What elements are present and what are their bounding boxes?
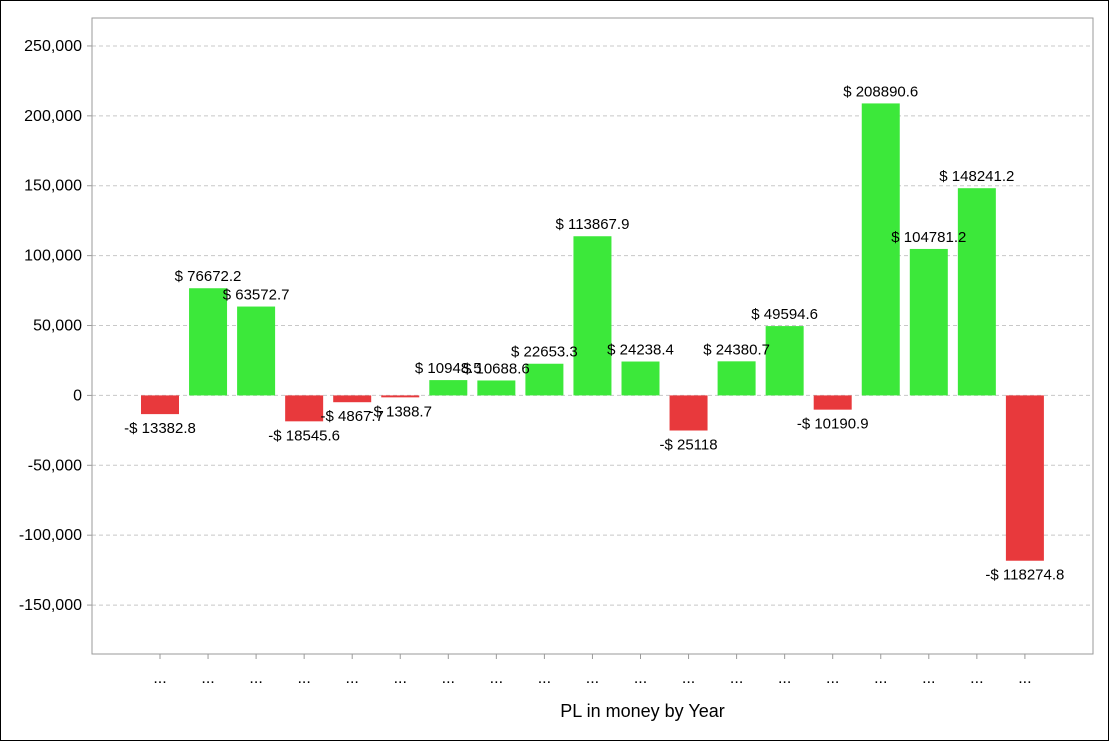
y-tick-label: -150,000	[19, 597, 82, 614]
x-axis-title: PL in money by Year	[560, 701, 724, 721]
y-tick-label: 100,000	[24, 248, 82, 265]
x-tick-label: ...	[346, 670, 359, 687]
x-tick-label: ...	[201, 670, 214, 687]
bar-value-label: $ 10688.6	[463, 360, 530, 377]
bar-value-label: $ 10948.5	[415, 360, 482, 377]
bar	[333, 395, 372, 403]
bar	[477, 380, 516, 396]
bar-value-label: $ 24380.7	[703, 341, 770, 358]
x-tick-label: ...	[586, 670, 599, 687]
bar	[765, 326, 804, 396]
y-tick-label: 50,000	[33, 318, 82, 335]
y-tick-label: 0	[73, 387, 82, 404]
bar-value-label: -$ 10190.9	[797, 416, 869, 433]
bar	[861, 103, 900, 396]
bar	[525, 363, 564, 396]
bar-value-label: -$ 1388.7	[369, 403, 432, 420]
bar	[1005, 395, 1044, 561]
y-tick-label: -100,000	[19, 527, 82, 544]
y-tick-label: 150,000	[24, 178, 82, 195]
bar	[141, 395, 179, 415]
bar-value-label: $ 49594.6	[751, 306, 818, 323]
bar-value-label: $ 22653.3	[511, 344, 578, 361]
y-tick-label: 250,000	[24, 38, 82, 55]
bar	[669, 395, 708, 431]
bar	[909, 248, 948, 396]
x-tick-label: ...	[490, 670, 503, 687]
x-tick-label: ...	[970, 670, 983, 687]
bar-value-label: $ 104781.2	[891, 229, 966, 246]
bar-value-label: $ 208890.6	[843, 83, 918, 100]
x-tick-label: ...	[1018, 670, 1031, 687]
x-tick-label: ...	[153, 670, 166, 687]
bar-value-label: -$ 118274.8	[985, 567, 1064, 584]
bar	[573, 236, 612, 396]
bar-value-label: $ 113867.9	[555, 216, 629, 233]
bar-value-label: $ 76672.2	[175, 268, 242, 285]
data-labels: -$ 13382.8 $ 76672.2 $ 63572.7 -$ 18545.6 -$…	[124, 83, 1064, 583]
x-tick-label: ...	[442, 670, 455, 687]
bar-value-label: $ 148241.2	[939, 168, 1014, 185]
bar	[189, 288, 228, 396]
bar-value-label: $ 63572.7	[223, 287, 290, 304]
x-tick-label: ...	[874, 670, 887, 687]
y-tick-label: -50,000	[28, 457, 82, 474]
bar	[717, 361, 756, 396]
x-tick-label: ...	[634, 670, 647, 687]
bar-value-label: $ 24238.4	[607, 342, 674, 359]
bars	[141, 103, 1044, 561]
axes: 250,000 200,000 150,000 100,000 50,000 0 -50,0…	[19, 17, 1094, 687]
bar	[621, 361, 660, 396]
x-tick-label: ...	[297, 670, 310, 687]
x-tick-label: ...	[778, 670, 791, 687]
y-tick-label: 200,000	[24, 108, 82, 125]
bar	[957, 188, 996, 396]
bar	[381, 395, 420, 398]
bar-value-label: -$ 4867.7	[321, 408, 384, 425]
bar-value-label: -$ 25118	[659, 437, 717, 454]
x-tick-label: ...	[922, 670, 935, 687]
x-tick-label: ...	[538, 670, 551, 687]
x-tick-label: ...	[730, 670, 743, 687]
bar	[285, 395, 324, 422]
bar	[429, 380, 468, 396]
bar	[237, 306, 276, 396]
x-tick-label: ...	[249, 670, 262, 687]
x-tick-label: ...	[394, 670, 407, 687]
x-tick-label: ...	[682, 670, 695, 687]
bar-value-label: -$ 13382.8	[124, 420, 196, 437]
x-tick-label: ...	[826, 670, 839, 687]
bar	[813, 395, 852, 410]
bar-value-label: -$ 18545.6	[268, 427, 340, 444]
